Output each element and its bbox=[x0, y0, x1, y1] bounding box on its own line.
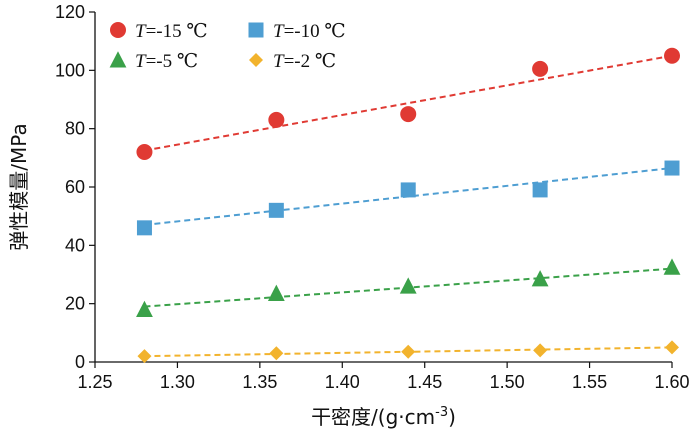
x-tick-label: 1.55 bbox=[572, 372, 607, 392]
x-tick-label: 1.30 bbox=[160, 372, 195, 392]
point-s2-4 bbox=[663, 258, 681, 275]
point-s1-1 bbox=[268, 202, 284, 218]
point-s2-1 bbox=[267, 284, 285, 301]
point-s2-0 bbox=[136, 300, 153, 317]
point-s1-0 bbox=[136, 220, 152, 236]
point-s3-2 bbox=[401, 344, 416, 359]
point-s1-2 bbox=[400, 182, 416, 198]
legend-label-1: T=-10 ℃ bbox=[273, 21, 346, 42]
legend-var: T bbox=[135, 51, 147, 72]
x-axis-title-sup: -3 bbox=[435, 405, 448, 420]
legend-var: T bbox=[135, 21, 147, 42]
x-axis-title: 干密度/(g·cm-3) bbox=[311, 405, 456, 429]
y-tick-label: 0 bbox=[75, 352, 85, 372]
point-s2-2 bbox=[399, 277, 417, 294]
axes: 0 20 40 60 80 100 120 1.25 1.30 1.35 1.40 1.45 1.50 1… bbox=[55, 2, 690, 392]
y-tick-label: 60 bbox=[65, 177, 85, 197]
y-tick-label: 20 bbox=[65, 294, 85, 314]
point-s2-3 bbox=[531, 270, 549, 287]
legend-marker-1 bbox=[248, 22, 264, 38]
y-tick-label: 40 bbox=[65, 235, 85, 255]
point-s3-4 bbox=[665, 340, 679, 355]
legend-value: =-2 ℃ bbox=[284, 51, 337, 72]
x-axis-title-tail: ) bbox=[448, 405, 456, 429]
trendlines bbox=[144, 54, 673, 358]
y-tick-label: 100 bbox=[55, 60, 85, 80]
point-s3-1 bbox=[269, 346, 284, 361]
point-s1-4 bbox=[664, 160, 680, 176]
point-s0-0 bbox=[136, 144, 153, 160]
point-s0-1 bbox=[268, 111, 285, 128]
legend-label-3: T=-2 ℃ bbox=[273, 51, 336, 72]
y-tick-label: 80 bbox=[65, 119, 85, 139]
legend-marker-0 bbox=[110, 22, 126, 38]
legend-label-0: T=-15 ℃ bbox=[135, 21, 208, 42]
x-tick-label: 1.45 bbox=[407, 372, 442, 392]
legend-value: =-15 ℃ bbox=[146, 21, 208, 42]
legend-label-2: T=-5 ℃ bbox=[135, 51, 198, 72]
legend-marker-3 bbox=[249, 53, 263, 67]
point-s0-3 bbox=[532, 60, 549, 77]
legend-var: T bbox=[273, 51, 285, 72]
trendline-0 bbox=[144, 54, 673, 152]
x-tick-label: 1.25 bbox=[77, 372, 112, 392]
y-tick-label: 120 bbox=[55, 2, 85, 22]
legend: T=-15 ℃ T=-10 ℃T=-5 ℃ T=-2 ℃ bbox=[109, 21, 346, 72]
legend-marker-2 bbox=[109, 51, 127, 68]
x-tick-label: 1.35 bbox=[242, 372, 277, 392]
axis-titles: 干密度/(g·cm-3) 弹性模量/MPa bbox=[7, 123, 456, 429]
legend-value: =-10 ℃ bbox=[284, 21, 346, 42]
legend-var: T bbox=[273, 21, 285, 42]
x-tick-label: 1.40 bbox=[325, 372, 360, 392]
x-tick-label: 1.60 bbox=[654, 372, 689, 392]
point-s0-4 bbox=[664, 47, 680, 64]
y-axis-title: 弹性模量/MPa bbox=[7, 123, 31, 250]
point-s1-3 bbox=[532, 182, 548, 198]
x-axis-title-main: 干密度/(g·cm bbox=[311, 405, 435, 429]
x-tick-label: 1.50 bbox=[490, 372, 525, 392]
legend-value: =-5 ℃ bbox=[146, 51, 199, 72]
point-s3-3 bbox=[533, 343, 548, 358]
point-s0-2 bbox=[400, 106, 417, 123]
data-points bbox=[136, 47, 681, 364]
point-s3-0 bbox=[137, 349, 152, 364]
